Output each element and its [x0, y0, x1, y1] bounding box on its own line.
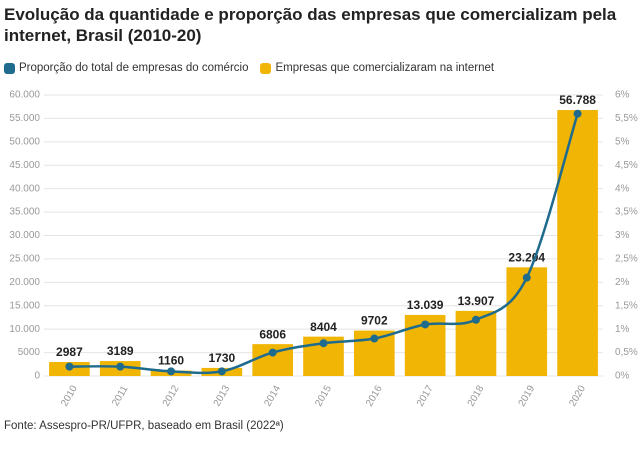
y2-tick-label: 3,5% [615, 207, 638, 218]
x-tick-label: 2013 [212, 383, 233, 408]
data-label: 23.204 [508, 250, 545, 264]
legend-label: Proporção do total de empresas do comérc… [19, 62, 249, 74]
bar [557, 110, 598, 376]
line-point [116, 362, 125, 371]
data-label: 13.907 [458, 294, 495, 308]
data-label: 1730 [209, 351, 236, 365]
y-tick-label: 30.000 [9, 230, 40, 241]
line-point [370, 334, 379, 343]
line-point [421, 320, 430, 329]
line-point [522, 273, 531, 282]
y2-tick-label: 1% [615, 324, 630, 335]
y2-tick-label: 4% [615, 183, 630, 194]
source: Fonte: Assespro-PR/UFPR, baseado em Bras… [4, 420, 284, 432]
x-tick-label: 2017 [415, 383, 436, 408]
x-tick-label: 2020 [567, 383, 588, 408]
y2-tick-label: 5,5% [615, 113, 638, 124]
y2-tick-label: 0,5% [615, 347, 638, 358]
legend: Proporção do total de empresas do comérc… [4, 62, 494, 74]
data-label: 3189 [107, 344, 134, 358]
y-tick-label: 10.000 [9, 324, 40, 335]
y2-tick-label: 2,5% [615, 254, 638, 265]
y-tick-label: 45.000 [9, 160, 40, 171]
data-label: 9702 [361, 314, 388, 328]
data-label: 6806 [259, 327, 286, 341]
x-tick-label: 2012 [161, 383, 182, 408]
x-tick-label: 2016 [364, 383, 385, 408]
line-point [167, 367, 176, 376]
chart-title: Evolução da quantidade e proporção das e… [4, 5, 617, 45]
y2-tick-label: 4,5% [615, 160, 638, 171]
bar [506, 267, 548, 376]
x-tick-label: 2010 [59, 383, 80, 408]
data-label: 8404 [310, 320, 337, 334]
y2-tick-label: 3% [615, 230, 630, 241]
x-tick-label: 2014 [262, 383, 283, 408]
line-point [65, 362, 74, 371]
line-point [471, 315, 480, 324]
y-tick-label: 60.000 [9, 90, 40, 101]
legend-swatch [4, 62, 15, 74]
line-point [319, 339, 328, 348]
line-point [573, 109, 582, 118]
y-tick-label: 0 [34, 371, 40, 382]
y2-tick-label: 0% [615, 371, 630, 382]
x-tick-label: 2011 [110, 384, 130, 409]
legend-label: Empresas que comercializaram na internet [275, 62, 495, 74]
y2-tick-label: 1,5% [615, 300, 638, 311]
y2-tick-label: 5% [615, 136, 630, 147]
x-tick-label: 2015 [313, 383, 334, 408]
x-tick-label: 2018 [466, 383, 487, 408]
legend-item: Proporção do total de empresas do comérc… [4, 62, 248, 74]
y2-tick-label: 6% [615, 90, 630, 101]
y-tick-label: 50.000 [9, 136, 40, 147]
data-label: 13.039 [407, 298, 444, 312]
y-tick-label: 20.000 [9, 277, 40, 288]
y2-tick-label: 2% [615, 277, 630, 288]
line [69, 113, 579, 375]
x-tick-label: 2019 [517, 383, 538, 408]
data-label: 56.788 [559, 93, 596, 107]
line-point [217, 367, 226, 376]
legend-swatch [260, 62, 272, 74]
legend-item: Empresas que comercializaram na internet [260, 62, 494, 74]
y-tick-label: 35.000 [9, 207, 40, 218]
y-tick-label: 5000 [18, 347, 41, 358]
data-label: 2987 [56, 345, 83, 359]
y-tick-label: 15.000 [9, 300, 40, 311]
y-tick-label: 55.000 [9, 113, 40, 124]
y-tick-label: 25.000 [9, 254, 40, 265]
line-point [268, 348, 277, 357]
y-tick-label: 40.000 [9, 183, 40, 194]
data-label: 1160 [158, 354, 184, 368]
